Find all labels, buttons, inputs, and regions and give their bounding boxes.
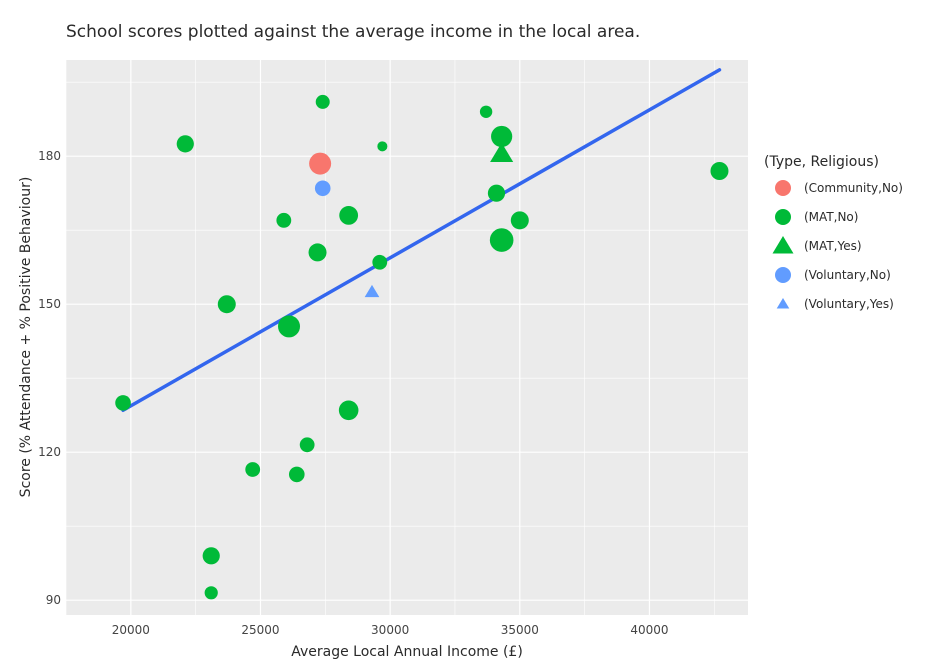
data-point-triangle	[364, 284, 380, 298]
data-point	[115, 395, 131, 411]
y-tick-label: 180	[38, 149, 61, 163]
data-point	[710, 162, 729, 180]
tick-labels: 20000 25000 30000 35000 40000 90 120 150 180	[38, 149, 668, 637]
data-point	[204, 586, 218, 600]
data-point	[510, 211, 529, 230]
legend-circle-marker	[775, 180, 791, 196]
legend-triangle-marker	[776, 298, 790, 309]
data-point	[278, 315, 301, 338]
y-tick-label: 150	[38, 297, 61, 311]
legend: (Type, Religious) (Community,No) (MAT,No)…	[764, 154, 903, 311]
data-point	[315, 94, 330, 109]
y-axis-title: Score (% Attendance + % Positive Behavio…	[18, 177, 34, 498]
legend-entry: (Voluntary,No)	[775, 267, 891, 283]
x-tick-label: 20000	[112, 623, 150, 637]
plot-area	[66, 60, 748, 615]
legend-triangle-marker	[772, 236, 794, 254]
data-points	[115, 94, 729, 600]
data-point	[372, 254, 388, 270]
legend-label: (Community,No)	[804, 181, 903, 195]
data-point	[314, 180, 331, 197]
legend-circle-marker	[775, 209, 791, 225]
data-point	[487, 184, 506, 202]
chart-title: School scores plotted against the averag…	[66, 22, 640, 42]
y-tick-label: 90	[46, 593, 61, 607]
data-point	[309, 152, 332, 175]
x-tick-label: 30000	[371, 623, 409, 637]
data-point	[308, 243, 327, 262]
legend-circle-marker	[775, 267, 791, 283]
x-tick-label: 40000	[630, 623, 668, 637]
legend-label: (MAT,Yes)	[804, 239, 862, 253]
y-tick-label: 120	[38, 445, 61, 459]
legend-label: (Voluntary,Yes)	[804, 297, 894, 311]
grid	[65, 60, 748, 615]
data-point	[491, 125, 513, 148]
x-tick-label: 35000	[501, 623, 539, 637]
trend-line-group	[121, 68, 722, 413]
data-point	[338, 400, 359, 421]
data-point	[489, 228, 514, 252]
legend-title: (Type, Religious)	[764, 154, 879, 170]
legend-entry: (MAT,No)	[775, 209, 858, 225]
legend-entry: (MAT,Yes)	[772, 236, 862, 254]
data-point	[217, 295, 236, 314]
data-point	[202, 547, 220, 565]
data-point	[176, 135, 194, 153]
data-point	[377, 141, 388, 152]
data-point-triangle	[490, 142, 514, 162]
legend-entry: (Community,No)	[775, 180, 903, 196]
x-axis-title: Average Local Annual Income (£)	[291, 644, 523, 660]
data-point	[339, 206, 359, 225]
data-point	[276, 212, 292, 228]
legend-label: (Voluntary,No)	[804, 268, 891, 282]
x-tick-label: 25000	[241, 623, 279, 637]
data-point	[288, 466, 305, 483]
legend-entry: (Voluntary,Yes)	[776, 297, 894, 311]
data-point	[245, 462, 261, 477]
data-point	[299, 437, 315, 453]
data-point	[479, 105, 493, 119]
legend-label: (MAT,No)	[804, 210, 858, 224]
trend-line	[121, 68, 722, 413]
